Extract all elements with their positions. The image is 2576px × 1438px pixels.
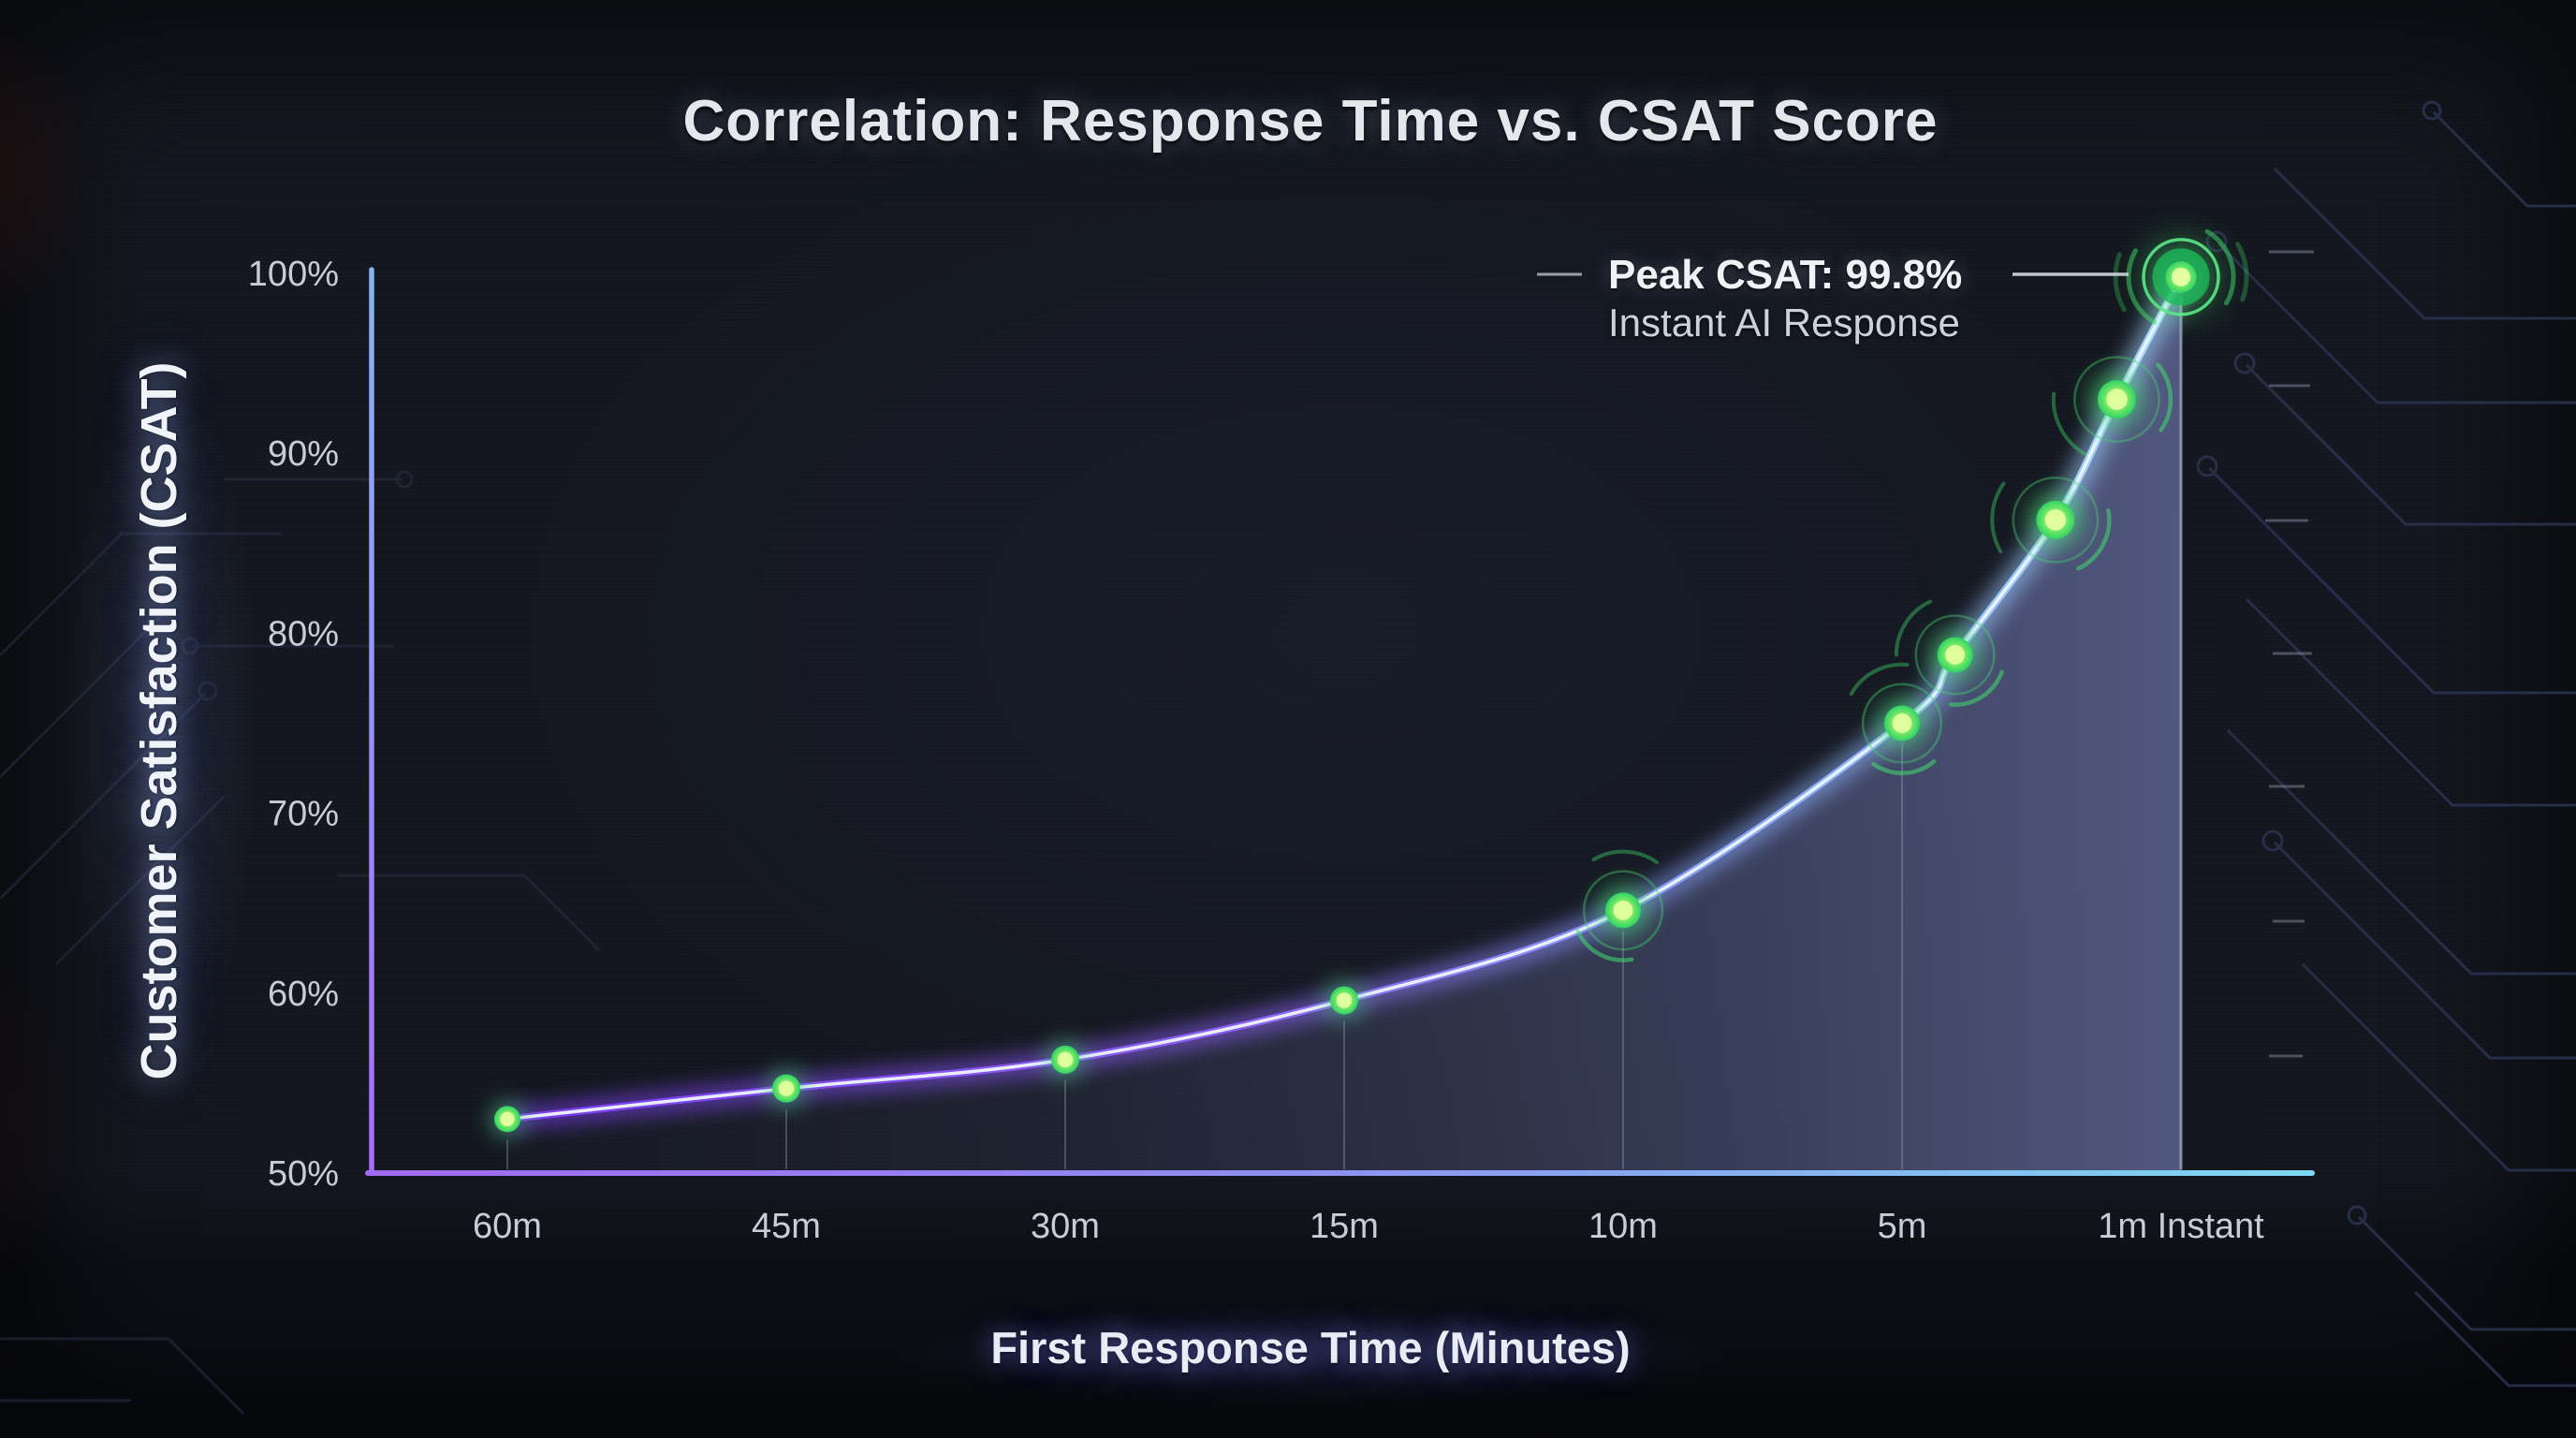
point-core-highlight	[1057, 1051, 1074, 1068]
data-point	[1046, 1039, 1085, 1079]
point-arc	[2204, 228, 2236, 306]
point-core-highlight	[1336, 992, 1353, 1008]
point-ring	[2073, 356, 2160, 443]
data-point	[1575, 849, 1664, 962]
point-arc	[1575, 929, 1634, 962]
point-arc	[1894, 599, 1933, 657]
point-arc	[2113, 252, 2127, 313]
x-tick-label: 5m	[1878, 1207, 1927, 1246]
point-core-highlight	[2044, 509, 2067, 531]
data-point	[2051, 356, 2174, 457]
point-arc	[2126, 248, 2158, 325]
point-arc	[2075, 508, 2112, 571]
point-core-highlight	[2106, 389, 2128, 410]
point-ring	[1861, 682, 1943, 764]
peak-annotation-label: Instant AI Response	[1608, 300, 1960, 345]
point-core-highlight	[1892, 713, 1912, 733]
chart-title: Correlation: Response Time vs. CSAT Scor…	[682, 89, 1939, 154]
data-point-peak	[2113, 228, 2249, 325]
point-ring	[1914, 614, 1996, 696]
x-axis-title-glow	[880, 1303, 1741, 1406]
y-tick-label: 60%	[268, 975, 339, 1014]
circuit-pattern-dashes	[2265, 250, 2314, 1058]
x-tick-label: 10m	[1588, 1207, 1658, 1246]
peak-annotation: Peak CSAT: 99.8% Instant AI Response	[1608, 251, 1962, 345]
data-point	[1325, 980, 1364, 1020]
point-ring	[2142, 238, 2220, 316]
y-tick-label: 90%	[268, 434, 339, 474]
area-fill	[507, 276, 2181, 1173]
y-tick-label: 80%	[268, 614, 339, 653]
x-tick-label: 15m	[1310, 1207, 1379, 1246]
point-core-highlight	[500, 1111, 515, 1127]
point-arc	[1849, 662, 1910, 697]
point-core-highlight	[778, 1080, 795, 1096]
data-point	[767, 1068, 806, 1108]
y-tick-label: 100%	[248, 255, 339, 294]
point-core-highlight	[1613, 900, 1633, 920]
chart-layer: 100% 90% 80% 70% 60% 50% 60m 45m 30m 15m 10m 5m 1m I…	[248, 228, 2319, 1246]
point-band	[2152, 248, 2210, 306]
x-tick-label: 45m	[752, 1207, 821, 1246]
x-tick-label: 30m	[1031, 1207, 1100, 1246]
point-core-highlight	[2172, 267, 2190, 286]
point-arc	[2156, 362, 2174, 433]
peak-annotation-value: Peak CSAT: 99.8%	[1608, 252, 1963, 298]
x-axis-title: First Response Time (Minutes)	[990, 1323, 1631, 1372]
data-point	[1849, 662, 1943, 775]
point-arc	[1948, 669, 2004, 707]
circuit-pattern-right	[2196, 100, 2576, 1387]
data-point	[1894, 599, 2004, 707]
point-arc	[1871, 759, 1937, 775]
y-axis-title-glow	[62, 356, 258, 1086]
x-tick-label: 1m Instant	[2098, 1207, 2264, 1246]
point-ring	[1582, 870, 1664, 951]
data-point	[489, 1100, 526, 1137]
y-axis-title: Customer Satisfaction (CSAT)	[131, 361, 187, 1080]
point-arc	[1990, 481, 2006, 554]
point-arc	[1591, 849, 1659, 864]
data-point	[1990, 476, 2112, 571]
point-ring	[2012, 476, 2100, 564]
y-tick-label: 50%	[268, 1154, 339, 1194]
point-core-highlight	[1945, 645, 1966, 665]
x-tick-label: 60m	[473, 1207, 542, 1246]
point-arc	[2051, 391, 2087, 457]
y-tick-label: 70%	[268, 795, 339, 834]
point-arc	[2235, 242, 2249, 302]
